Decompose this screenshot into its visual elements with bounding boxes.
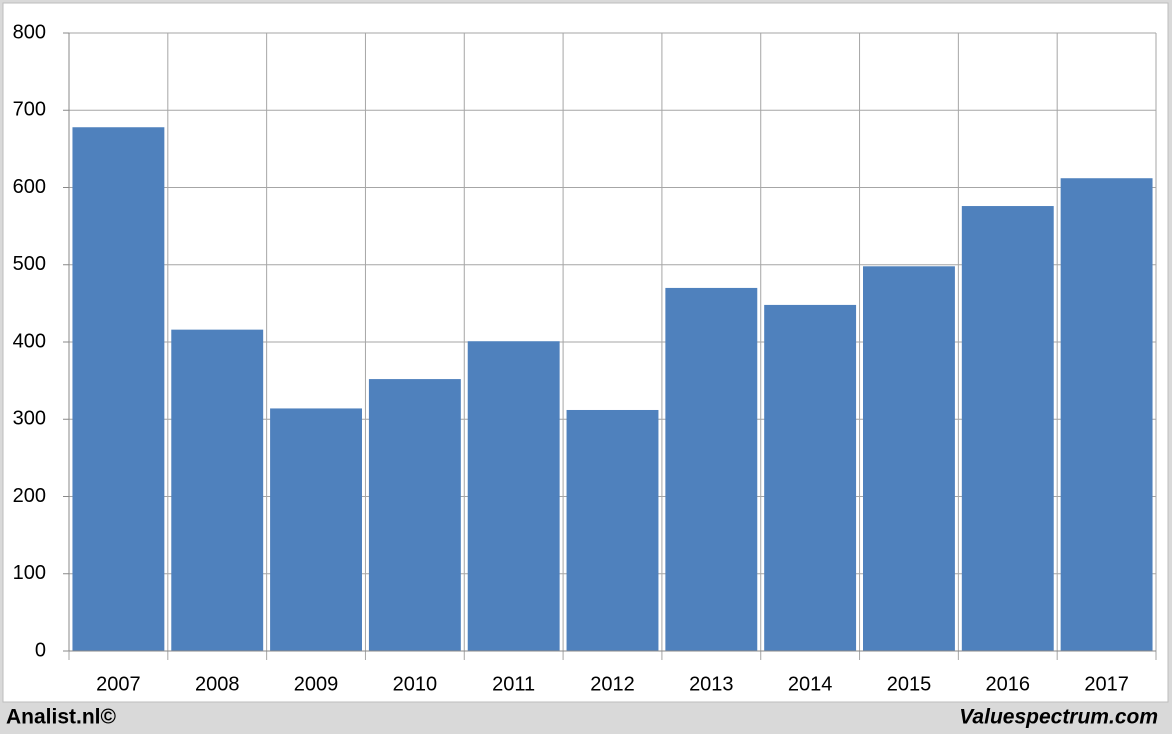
x-tick-label: 2007	[96, 673, 141, 695]
y-tick-label: 700	[13, 99, 46, 121]
x-tick-label: 2016	[986, 673, 1031, 695]
bar	[270, 408, 362, 651]
y-tick-label: 800	[13, 21, 46, 43]
x-tick-label: 2017	[1084, 673, 1129, 695]
x-tick-label: 2012	[590, 673, 635, 695]
bar	[961, 206, 1054, 652]
bar	[863, 266, 955, 651]
footer-left: Analist.nl©	[6, 706, 117, 729]
y-tick-label: 100	[13, 562, 46, 584]
x-tick-label: 2010	[393, 673, 438, 695]
footer-right: Valuespectrum.com	[959, 706, 1158, 729]
x-tick-label: 2009	[294, 673, 339, 695]
y-tick-label: 500	[13, 253, 46, 275]
x-tick-label: 2015	[887, 673, 932, 695]
y-tick-label: 0	[35, 639, 46, 661]
y-tick-label: 600	[13, 176, 46, 198]
x-tick-label: 2011	[492, 673, 535, 695]
x-tick-label: 2014	[788, 673, 833, 695]
bar	[171, 329, 264, 651]
x-tick-label: 2013	[689, 673, 734, 695]
y-tick-label: 300	[13, 408, 46, 430]
bar	[566, 409, 659, 651]
bar	[1060, 178, 1153, 652]
bar	[665, 287, 758, 651]
y-tick-label: 400	[13, 330, 46, 352]
x-tick-label: 2008	[195, 673, 240, 695]
bar	[368, 379, 461, 651]
bar	[467, 341, 560, 651]
bar	[764, 304, 857, 651]
y-tick-label: 200	[13, 485, 46, 507]
bar	[72, 127, 165, 652]
